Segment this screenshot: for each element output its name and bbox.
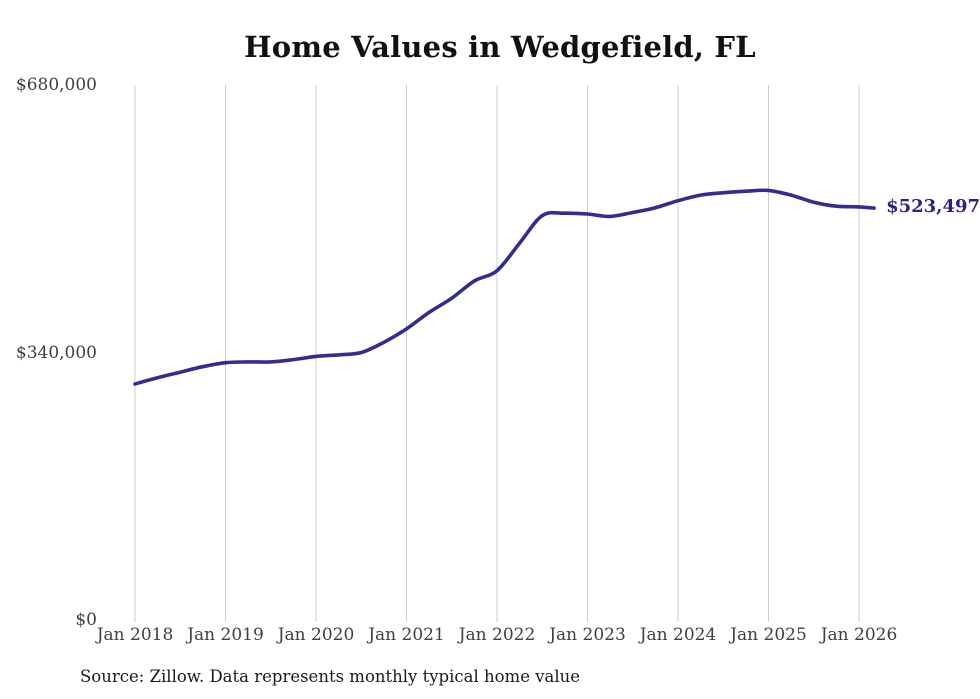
chart-title: Home Values in Wedgefield, FL (244, 30, 756, 64)
x-tick-label: Jan 2019 (187, 625, 264, 645)
x-tick-label: Jan 2022 (458, 625, 536, 645)
y-tick-label: $680,000 (15, 75, 97, 95)
current-value-label: $523,497 (886, 196, 980, 218)
x-tick-label: Jan 2026 (820, 625, 898, 645)
source-note: Source: Zillow. Data represents monthly … (80, 667, 581, 686)
y-tick-label: $0 (75, 610, 97, 630)
value-line (133, 188, 876, 386)
x-tick-label: Jan 2021 (368, 625, 445, 645)
y-tick-label: $340,000 (15, 342, 97, 363)
x-tick-label: Jan 2025 (730, 625, 807, 645)
x-tick-label: Jan 2018 (96, 625, 174, 645)
x-tick-label: Jan 2024 (639, 625, 717, 645)
x-tick-label: Jan 2023 (549, 625, 626, 645)
x-tick-label: Jan 2020 (277, 625, 355, 645)
